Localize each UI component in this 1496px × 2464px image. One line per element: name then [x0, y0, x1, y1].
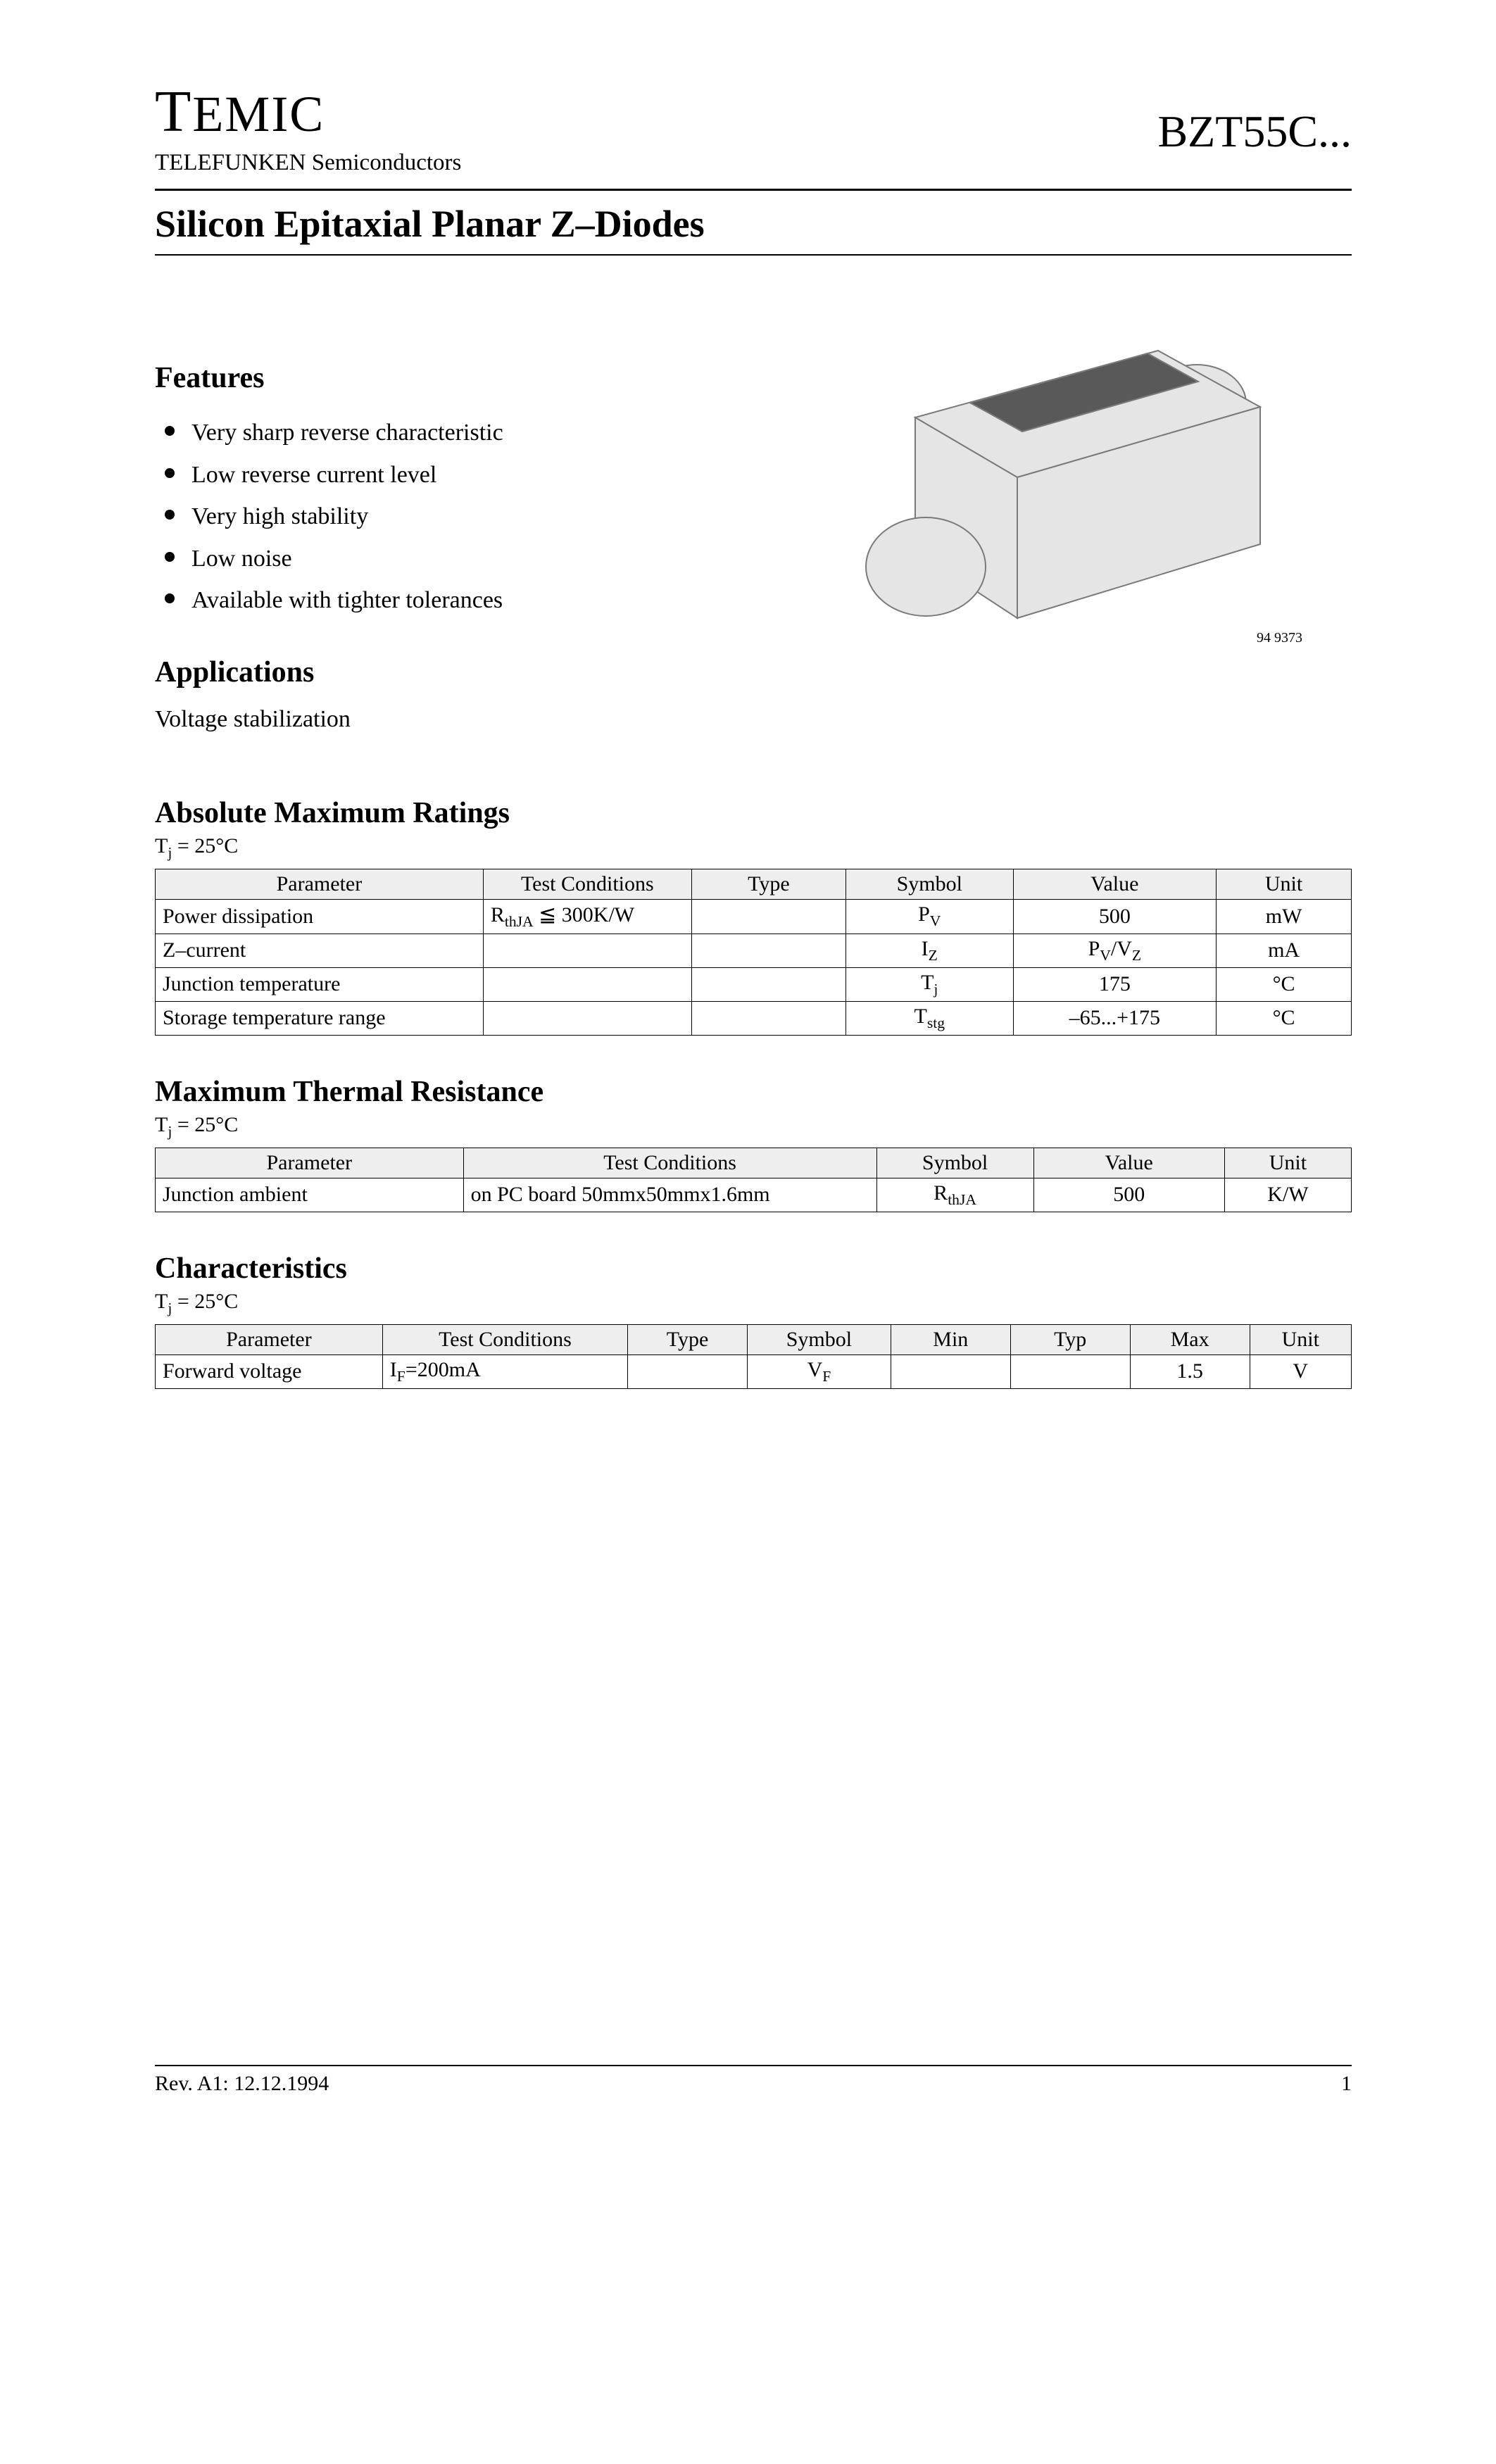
col-header: Symbol — [747, 1324, 891, 1354]
table-row: Power dissipationRthJA ≦ 300K/W PV500mW — [156, 899, 1352, 934]
cell — [691, 1001, 846, 1035]
image-ref: 94 9373 — [1257, 630, 1302, 646]
table-row: Junction ambienton PC board 50mmx50mmx1.… — [156, 1178, 1352, 1212]
applications-heading: Applications — [155, 655, 725, 689]
cell: Junction ambient — [156, 1178, 464, 1212]
cell: PV/VZ — [1013, 934, 1217, 967]
cell: K/W — [1224, 1178, 1351, 1212]
table-row: Storage temperature range Tstg–65...+175°… — [156, 1001, 1352, 1035]
cell: 175 — [1013, 967, 1217, 1001]
cell: on PC board 50mmx50mmx1.6mm — [463, 1178, 876, 1212]
cell: Power dissipation — [156, 899, 484, 934]
col-header: Test Conditions — [382, 1324, 627, 1354]
cell: 500 — [1033, 1178, 1224, 1212]
cell — [691, 934, 846, 967]
absmax-table: ParameterTest ConditionsTypeSymbolValueU… — [155, 869, 1352, 1036]
char-condition: Tj = 25°C — [155, 1290, 1352, 1317]
char-heading: Characteristics — [155, 1252, 1352, 1286]
cell — [691, 899, 846, 934]
thermal-condition: Tj = 25°C — [155, 1113, 1352, 1140]
footer: Rev. A1: 12.12.1994 1 — [155, 2065, 1352, 2096]
package-diagram — [767, 340, 1316, 664]
col-header: Symbol — [846, 869, 1013, 899]
cell — [891, 1354, 1010, 1388]
cell: RthJA ≦ 300K/W — [483, 899, 691, 934]
absmax-condition: Tj = 25°C — [155, 834, 1352, 862]
cell: V — [1250, 1354, 1351, 1388]
cell: 1.5 — [1130, 1354, 1250, 1388]
col-header: Parameter — [156, 1148, 464, 1178]
divider — [155, 189, 1352, 191]
characteristics-table: ParameterTest ConditionsTypeSymbolMinTyp… — [155, 1324, 1352, 1389]
feature-item: Low reverse current level — [161, 454, 725, 496]
cell — [483, 934, 691, 967]
features-list: Very sharp reverse characteristicLow rev… — [155, 412, 725, 622]
feature-item: Very high stability — [161, 496, 725, 538]
page-number: 1 — [1341, 2072, 1352, 2096]
cell: VF — [747, 1354, 891, 1388]
table-row: Z–current IZPV/VZmA — [156, 934, 1352, 967]
logo-initial: T — [155, 79, 192, 144]
cell: mW — [1217, 899, 1352, 934]
cell — [1010, 1354, 1130, 1388]
col-header: Unit — [1250, 1324, 1351, 1354]
col-header: Type — [628, 1324, 748, 1354]
cell: PV — [846, 899, 1013, 934]
cell — [691, 967, 846, 1001]
cell: –65...+175 — [1013, 1001, 1217, 1035]
cell: mA — [1217, 934, 1352, 967]
thermal-heading: Maximum Thermal Resistance — [155, 1075, 1352, 1109]
table-row: Junction temperature Tj175°C — [156, 967, 1352, 1001]
applications-text: Voltage stabilization — [155, 706, 725, 733]
col-header: Min — [891, 1324, 1010, 1354]
part-number: BZT55C... — [1157, 106, 1352, 158]
cell: Z–current — [156, 934, 484, 967]
col-header: Value — [1013, 869, 1217, 899]
feature-item: Low noise — [161, 538, 725, 580]
col-header: Type — [691, 869, 846, 899]
cell: Storage temperature range — [156, 1001, 484, 1035]
col-header: Unit — [1224, 1148, 1351, 1178]
cell: Junction temperature — [156, 967, 484, 1001]
col-header: Test Conditions — [483, 869, 691, 899]
col-header: Unit — [1217, 869, 1352, 899]
cell: °C — [1217, 1001, 1352, 1035]
cell: IZ — [846, 934, 1013, 967]
col-header: Value — [1033, 1148, 1224, 1178]
cell: Tj — [846, 967, 1013, 1001]
cell: IF=200mA — [382, 1354, 627, 1388]
table-row: Forward voltageIF=200mA VF 1.5V — [156, 1354, 1352, 1388]
logo-block: TEMIC TELEFUNKEN Semiconductors — [155, 77, 461, 176]
footer-divider — [155, 2065, 1352, 2066]
col-header: Parameter — [156, 869, 484, 899]
logo-rest: EMIC — [192, 86, 325, 142]
col-header: Test Conditions — [463, 1148, 876, 1178]
cell: 500 — [1013, 899, 1217, 934]
feature-item: Available with tighter tolerances — [161, 579, 725, 622]
cell — [628, 1354, 748, 1388]
cell — [483, 1001, 691, 1035]
cell — [483, 967, 691, 1001]
col-header: Typ — [1010, 1324, 1130, 1354]
absmax-heading: Absolute Maximum Ratings — [155, 796, 1352, 830]
col-header: Parameter — [156, 1324, 383, 1354]
cell: Forward voltage — [156, 1354, 383, 1388]
thermal-table: ParameterTest ConditionsSymbolValueUnitJ… — [155, 1148, 1352, 1212]
cell: Tstg — [846, 1001, 1013, 1035]
logo-subtitle: TELEFUNKEN Semiconductors — [155, 150, 461, 176]
features-heading: Features — [155, 361, 725, 395]
page-title: Silicon Epitaxial Planar Z–Diodes — [155, 202, 1352, 246]
col-header: Symbol — [876, 1148, 1033, 1178]
cell: °C — [1217, 967, 1352, 1001]
divider — [155, 254, 1352, 256]
cell: RthJA — [876, 1178, 1033, 1212]
feature-item: Very sharp reverse characteristic — [161, 412, 725, 454]
col-header: Max — [1130, 1324, 1250, 1354]
logo: TEMIC — [155, 77, 461, 146]
revision: Rev. A1: 12.12.1994 — [155, 2072, 329, 2096]
